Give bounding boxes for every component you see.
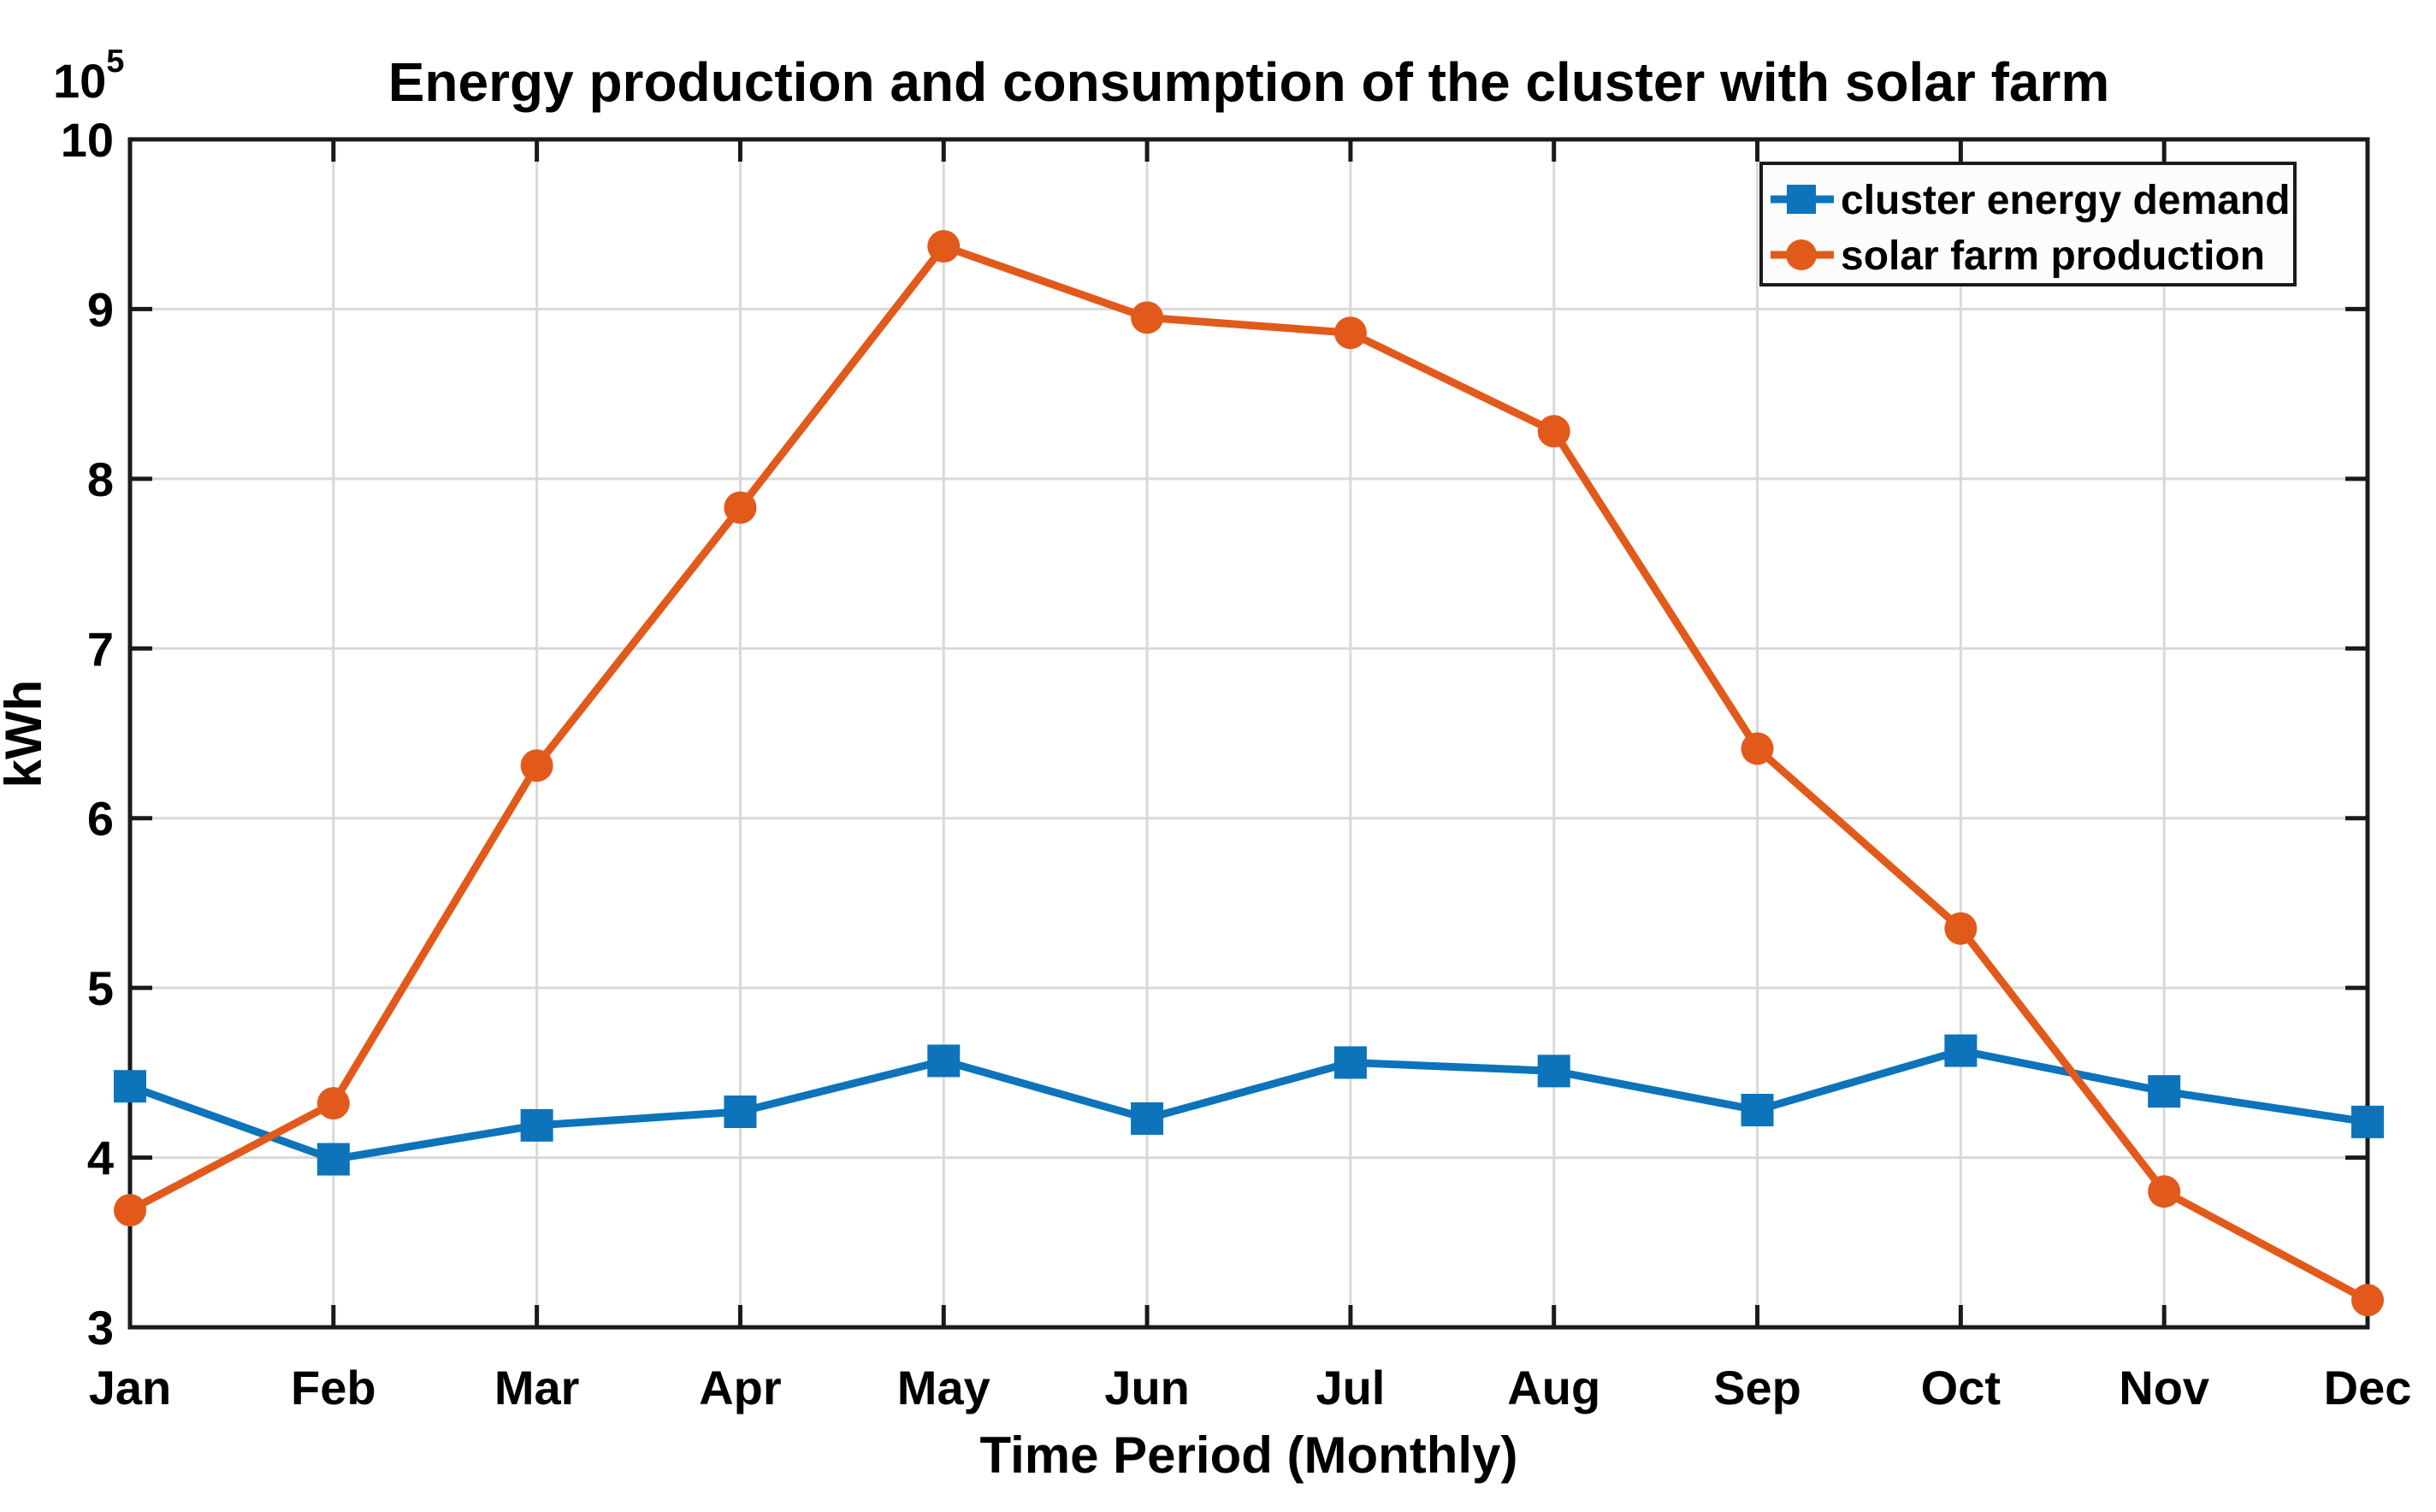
x-tick-label: Jul bbox=[1316, 1361, 1385, 1415]
series-line-1 bbox=[126, 242, 2372, 1304]
plot-border bbox=[127, 137, 2370, 1330]
axes bbox=[127, 137, 2370, 1330]
data-point-square bbox=[1131, 1102, 1164, 1135]
y-axis-offset-base: 10 bbox=[53, 54, 106, 108]
data-point-circle bbox=[114, 1194, 146, 1227]
data-point-circle bbox=[927, 230, 961, 263]
y-tick-label: 10 bbox=[61, 113, 114, 167]
x-tick-label: Jun bbox=[1104, 1361, 1190, 1415]
y-tick-label: 6 bbox=[87, 792, 114, 846]
data-point-square bbox=[114, 1070, 146, 1103]
gridlines bbox=[130, 139, 2368, 1327]
chart-title: Energy production and consumption of the… bbox=[388, 51, 2110, 113]
legend-label-cluster-energy-demand: cluster energy demand bbox=[1841, 178, 2291, 223]
x-axis-label: Time Period (Monthly) bbox=[980, 1426, 1518, 1484]
x-tick-label: Dec bbox=[2324, 1361, 2412, 1415]
x-tick-label: Nov bbox=[2119, 1361, 2209, 1415]
data-point-square bbox=[2351, 1105, 2384, 1138]
data-point-circle bbox=[2148, 1175, 2181, 1208]
x-tick-label: Oct bbox=[1921, 1361, 2001, 1415]
data-point-square bbox=[1537, 1054, 1570, 1088]
y-axis-offset-exponent: 5 bbox=[106, 44, 124, 80]
x-tick-label: May bbox=[897, 1361, 990, 1415]
data-point-circle bbox=[2351, 1284, 2384, 1317]
legend-sample-circle bbox=[1786, 239, 1817, 270]
data-point-circle bbox=[1741, 732, 1774, 765]
data-point-square bbox=[2148, 1075, 2181, 1108]
axis-ticks bbox=[127, 137, 2370, 1330]
data-point-square bbox=[724, 1095, 757, 1128]
data-point-square bbox=[1741, 1094, 1774, 1127]
data-point-square bbox=[520, 1108, 553, 1142]
legend-label-solar-farm-production: solar farm production bbox=[1841, 233, 2265, 279]
legend-sample-square bbox=[1787, 185, 1816, 214]
y-tick-label: 3 bbox=[87, 1301, 114, 1355]
legend-box bbox=[1759, 162, 2297, 286]
y-tick-label: 9 bbox=[87, 282, 114, 336]
y-tick-label: 4 bbox=[87, 1131, 114, 1185]
x-tick-label: Feb bbox=[291, 1361, 376, 1415]
y-tick-label: 5 bbox=[87, 961, 114, 1015]
x-tick-label: Aug bbox=[1507, 1361, 1600, 1415]
x-tick-label: Sep bbox=[1713, 1361, 1801, 1415]
legend-samples bbox=[1771, 185, 1834, 270]
tick-labels: Jan Feb Mar Apr May Jun Jul Aug Sep Oct Nov Dec 3 4 5 6… bbox=[61, 113, 2412, 1415]
y-axis-label: kWh bbox=[0, 680, 52, 788]
data-point-square bbox=[1333, 1046, 1367, 1079]
data-point-square bbox=[316, 1143, 350, 1176]
data-point-circle bbox=[1131, 301, 1164, 334]
data-point-square bbox=[1944, 1034, 1978, 1067]
y-tick-label: 7 bbox=[87, 622, 114, 676]
data-point-circle bbox=[1944, 912, 1978, 945]
x-tick-label: Apr bbox=[699, 1361, 781, 1415]
data-point-circle bbox=[520, 749, 553, 783]
data-point-circle bbox=[1333, 316, 1367, 350]
data-point-circle bbox=[724, 491, 757, 524]
x-tick-label: Mar bbox=[494, 1361, 580, 1415]
data-series bbox=[114, 230, 2384, 1317]
y-tick-label: 8 bbox=[87, 452, 114, 506]
data-point-circle bbox=[1537, 415, 1570, 448]
series-line-0 bbox=[126, 1047, 2372, 1164]
data-point-circle bbox=[316, 1087, 350, 1120]
x-tick-label: Jan bbox=[89, 1361, 172, 1415]
y-axis-offset: 105 bbox=[53, 44, 124, 108]
legend: cluster energy demand solar farm product… bbox=[1759, 162, 2297, 286]
data-point-square bbox=[927, 1044, 961, 1078]
